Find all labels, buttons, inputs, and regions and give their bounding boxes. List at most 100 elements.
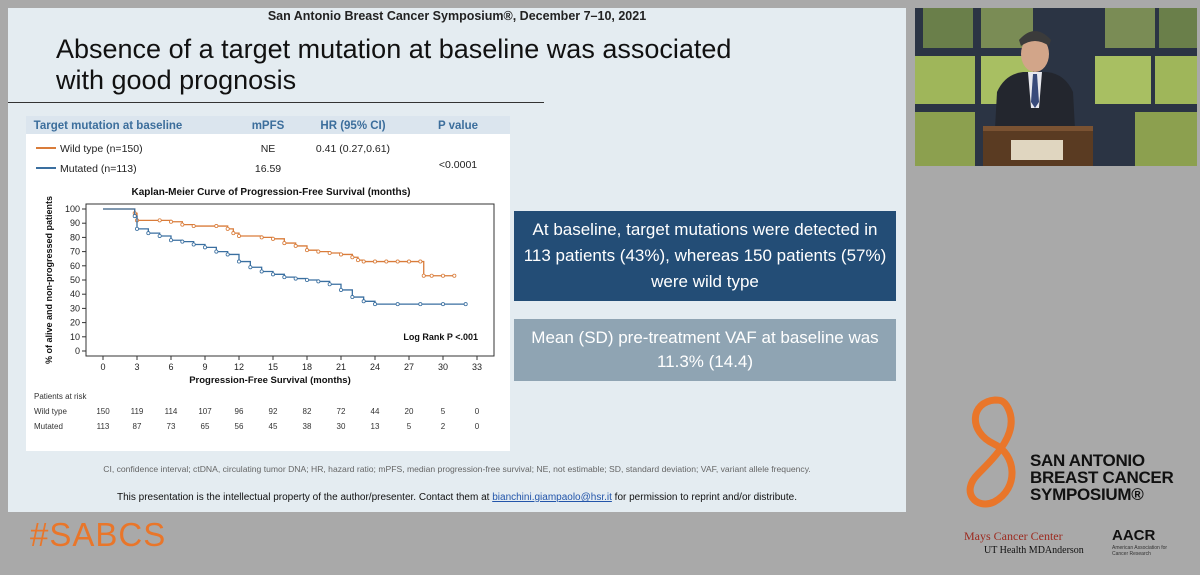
at-risk-heading: Patients at risk: [34, 392, 87, 401]
wild-type-curve: [103, 208, 455, 277]
km-figure: Target mutation at baseline mPFS HR (95% C…: [26, 116, 510, 451]
censor-mark: [355, 258, 360, 263]
censor-mark: [191, 224, 196, 229]
y-tick-label: 20: [70, 318, 80, 328]
at-risk-value: 73: [167, 422, 176, 431]
at-risk-value: 56: [235, 422, 244, 431]
slide-title: Absence of a target mutation at baseline…: [56, 34, 856, 96]
table-mpfs-value: 16.59: [255, 163, 281, 175]
y-tick-label: 70: [70, 247, 80, 257]
sabcs-wordmark-line-1: SAN ANTONIO: [1030, 451, 1145, 470]
censor-mark: [157, 233, 162, 238]
speaker-video: [915, 8, 1197, 166]
chart-title: Kaplan-Meier Curve of Progression-Free S…: [132, 187, 411, 198]
author-email-link[interactable]: bianchini.giampaolo@hsr.it: [492, 492, 612, 503]
censor-mark: [132, 214, 137, 219]
censor-mark: [180, 239, 185, 244]
censor-mark: [168, 238, 173, 243]
slide-title-line-2: with good prognosis: [56, 65, 297, 95]
censor-mark: [248, 265, 253, 270]
censor-mark: [214, 224, 219, 229]
x-tick-label: 21: [336, 362, 346, 372]
at-risk-value: 38: [303, 422, 312, 431]
title-divider: [8, 102, 544, 103]
censor-mark: [350, 255, 355, 260]
censor-mark: [418, 302, 423, 307]
y-tick-label: 0: [75, 346, 80, 356]
table-row-label: Wild type (n=150): [60, 143, 143, 155]
copyright-text-before: This presentation is the intellectual pr…: [117, 492, 493, 503]
censor-mark: [338, 252, 343, 257]
x-tick-label: 18: [302, 362, 312, 372]
censor-mark: [202, 245, 207, 250]
at-risk-value: 45: [269, 422, 278, 431]
presentation-slide: San Antonio Breast Cancer Symposium®, De…: [8, 8, 906, 512]
at-risk-value: 72: [337, 407, 346, 416]
x-tick-label: 15: [268, 362, 278, 372]
sabcs-wordmark: SAN ANTONIO BREAST CANCER SYMPOSIUM®: [1030, 452, 1200, 503]
at-risk-value: 114: [165, 407, 178, 416]
log-rank-annotation: Log Rank P <.001: [403, 332, 478, 342]
table-header-band: [26, 116, 510, 134]
copyright-text-after: for permission to reprint and/or distrib…: [611, 492, 797, 503]
at-risk-value: 82: [303, 407, 312, 416]
x-tick-label: 6: [168, 362, 173, 372]
censor-mark: [372, 302, 377, 307]
censor-mark: [316, 249, 321, 254]
censor-mark: [225, 252, 230, 257]
censor-mark: [236, 259, 241, 264]
at-risk-value: 5: [407, 422, 412, 431]
at-risk-value: 30: [337, 422, 346, 431]
x-tick-label: 12: [234, 362, 244, 372]
at-risk-row-label: Mutated: [34, 422, 63, 431]
censor-mark: [225, 226, 230, 231]
vaf-callout: Mean (SD) pre-treatment VAF at baseline …: [514, 319, 896, 381]
censor-mark: [270, 236, 275, 241]
y-tick-label: 100: [65, 204, 80, 214]
censor-mark: [361, 299, 366, 304]
y-tick-label: 60: [70, 261, 80, 271]
censor-mark: [338, 287, 343, 292]
censor-mark: [191, 242, 196, 247]
at-risk-value: 44: [371, 407, 380, 416]
censor-mark: [361, 259, 366, 264]
censor-mark: [259, 235, 264, 240]
censor-mark: [180, 222, 185, 227]
x-tick-label: 9: [202, 362, 207, 372]
censor-mark: [270, 272, 275, 277]
baseline-mutation-text: At baseline, target mutations were detec…: [523, 220, 887, 291]
x-axis-label: Progression-Free Survival (months): [189, 375, 351, 386]
table-hr-value: 0.41 (0.27,0.61): [316, 143, 390, 155]
censor-mark: [327, 282, 332, 287]
censor-mark: [214, 249, 219, 254]
at-risk-value: 0: [475, 422, 480, 431]
aacr-subtitle: American Association for Cancer Research: [1112, 545, 1168, 557]
censor-mark: [406, 259, 411, 264]
at-risk-value: 20: [405, 407, 414, 416]
y-axis-label: % of alive and non-progressed patients: [44, 196, 54, 364]
censor-mark: [316, 279, 321, 284]
censor-mark: [440, 273, 445, 278]
x-tick-label: 24: [370, 362, 380, 372]
sabcs-logo: [950, 388, 1190, 528]
censor-mark: [259, 269, 264, 274]
table-header-cell: P value: [438, 120, 478, 132]
censor-mark: [157, 218, 162, 223]
at-risk-value: 5: [441, 407, 446, 416]
baseline-mutation-callout: At baseline, target mutations were detec…: [514, 211, 896, 301]
censor-mark: [452, 273, 457, 278]
sabcs-wordmark-line-3: SYMPOSIUM®: [1030, 485, 1144, 504]
vaf-text: Mean (SD) pre-treatment VAF at baseline …: [531, 328, 879, 371]
at-risk-value: 2: [441, 422, 446, 431]
abbreviations-footnote: CI, confidence interval; ctDNA, circulat…: [103, 464, 811, 474]
table-mpfs-value: NE: [261, 143, 276, 155]
censor-mark: [429, 273, 434, 278]
table-header-cell: mPFS: [252, 120, 285, 132]
censor-mark: [236, 233, 241, 238]
censor-mark: [282, 275, 287, 280]
censor-mark: [327, 251, 332, 256]
at-risk-value: 119: [131, 407, 144, 416]
speaker-video-frame: [915, 8, 1197, 166]
conference-header: San Antonio Breast Cancer Symposium®, De…: [267, 9, 647, 23]
at-risk-value: 13: [371, 422, 380, 431]
